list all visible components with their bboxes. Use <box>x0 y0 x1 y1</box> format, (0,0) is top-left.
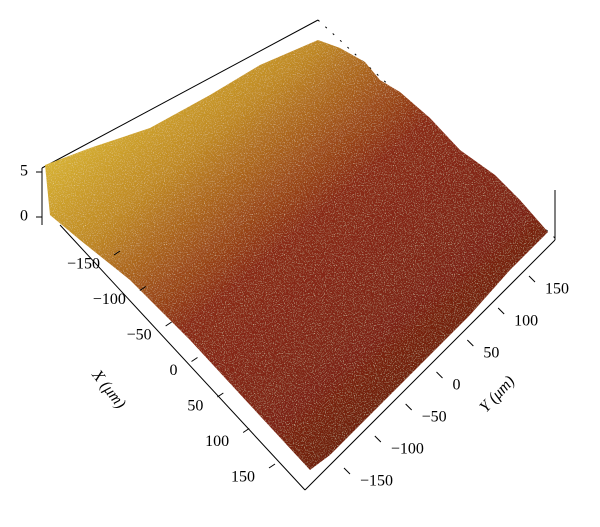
x-tick-label: 100 <box>205 433 229 450</box>
surface <box>45 40 548 470</box>
y-axis-label: Y (μm) <box>476 373 518 416</box>
y-tick-label: 150 <box>545 281 569 298</box>
y-tick-mark <box>497 307 505 315</box>
y-tick-mark <box>528 275 536 283</box>
y-tick-label: 0 <box>453 377 461 394</box>
x-tick-label: 150 <box>231 469 255 486</box>
y-tick-mark <box>405 403 413 411</box>
x-tick-mark <box>139 286 147 291</box>
x-tick-mark <box>242 428 250 433</box>
y-tick-label: −50 <box>422 409 447 426</box>
z-tick-label: 0 <box>20 208 28 225</box>
x-tick-mark <box>217 392 224 398</box>
y-tick-mark <box>374 435 382 443</box>
x-tick-label: −150 <box>67 256 100 273</box>
x-tick-mark <box>113 250 121 256</box>
y-tick-mark <box>436 371 443 379</box>
x-tick-label: −100 <box>93 291 126 308</box>
y-tick-label: −150 <box>360 473 393 490</box>
y-tick-label: −100 <box>391 441 424 458</box>
y-tick-mark <box>343 467 351 475</box>
x-tick-label: 0 <box>170 362 178 379</box>
y-tick-label: 100 <box>514 313 538 330</box>
x-tick-mark <box>191 357 198 362</box>
y-tick-mark <box>466 339 474 347</box>
x-tick-mark <box>165 321 172 327</box>
x-axis-label: X (μm) <box>88 366 129 412</box>
x-tick-label: −50 <box>127 327 152 344</box>
y-tick-label: 50 <box>483 345 499 362</box>
x-tick-label: 50 <box>187 398 203 415</box>
x-tick-mark <box>268 463 276 469</box>
z-tick-label: 5 <box>20 163 28 180</box>
